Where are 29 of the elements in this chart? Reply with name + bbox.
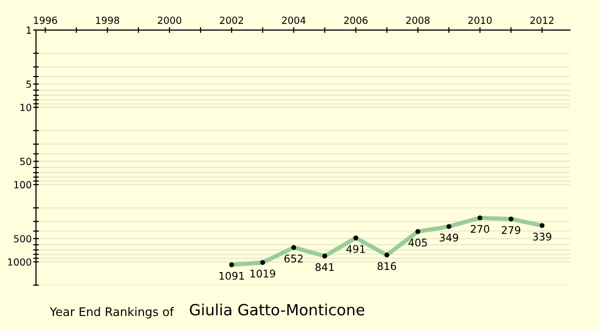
- data-label: 339: [532, 232, 552, 241]
- x-tick-label: 2008: [406, 16, 430, 24]
- data-label: 816: [378, 262, 396, 270]
- data-label: 1019: [250, 270, 276, 278]
- y-tick-label: 1000: [8, 258, 32, 266]
- y-tick-label: 100: [14, 181, 32, 188]
- x-tick-label: 2006: [344, 16, 368, 24]
- data-label: 841: [316, 263, 334, 272]
- y-tick-label: 50: [20, 158, 32, 166]
- x-tick-label: 2004: [282, 16, 306, 24]
- data-label: 652: [284, 254, 303, 263]
- x-tick-label: 2002: [220, 16, 243, 24]
- y-tick-label: 5: [26, 80, 31, 88]
- x-tick-label: 1996: [34, 16, 58, 24]
- y-tick-label: 1: [26, 26, 31, 34]
- data-label: 270: [470, 225, 490, 233]
- data-label: 1091: [219, 272, 244, 280]
- text: Year End Rankings of: [50, 307, 174, 318]
- y-tick-label: 10: [20, 104, 32, 112]
- y-tick-label: 500: [14, 235, 32, 242]
- x-tick-label: 1998: [96, 16, 120, 24]
- data-label: 405: [408, 238, 427, 247]
- data-label: 279: [502, 226, 520, 234]
- x-tick-label: 2010: [468, 16, 492, 24]
- text: Giulia Gatto-Monticone: [190, 304, 364, 316]
- data-label: 349: [440, 234, 458, 242]
- data-label: 491: [346, 245, 365, 253]
- x-tick-label: 2000: [158, 16, 182, 24]
- x-tick-label: 2012: [530, 16, 554, 24]
